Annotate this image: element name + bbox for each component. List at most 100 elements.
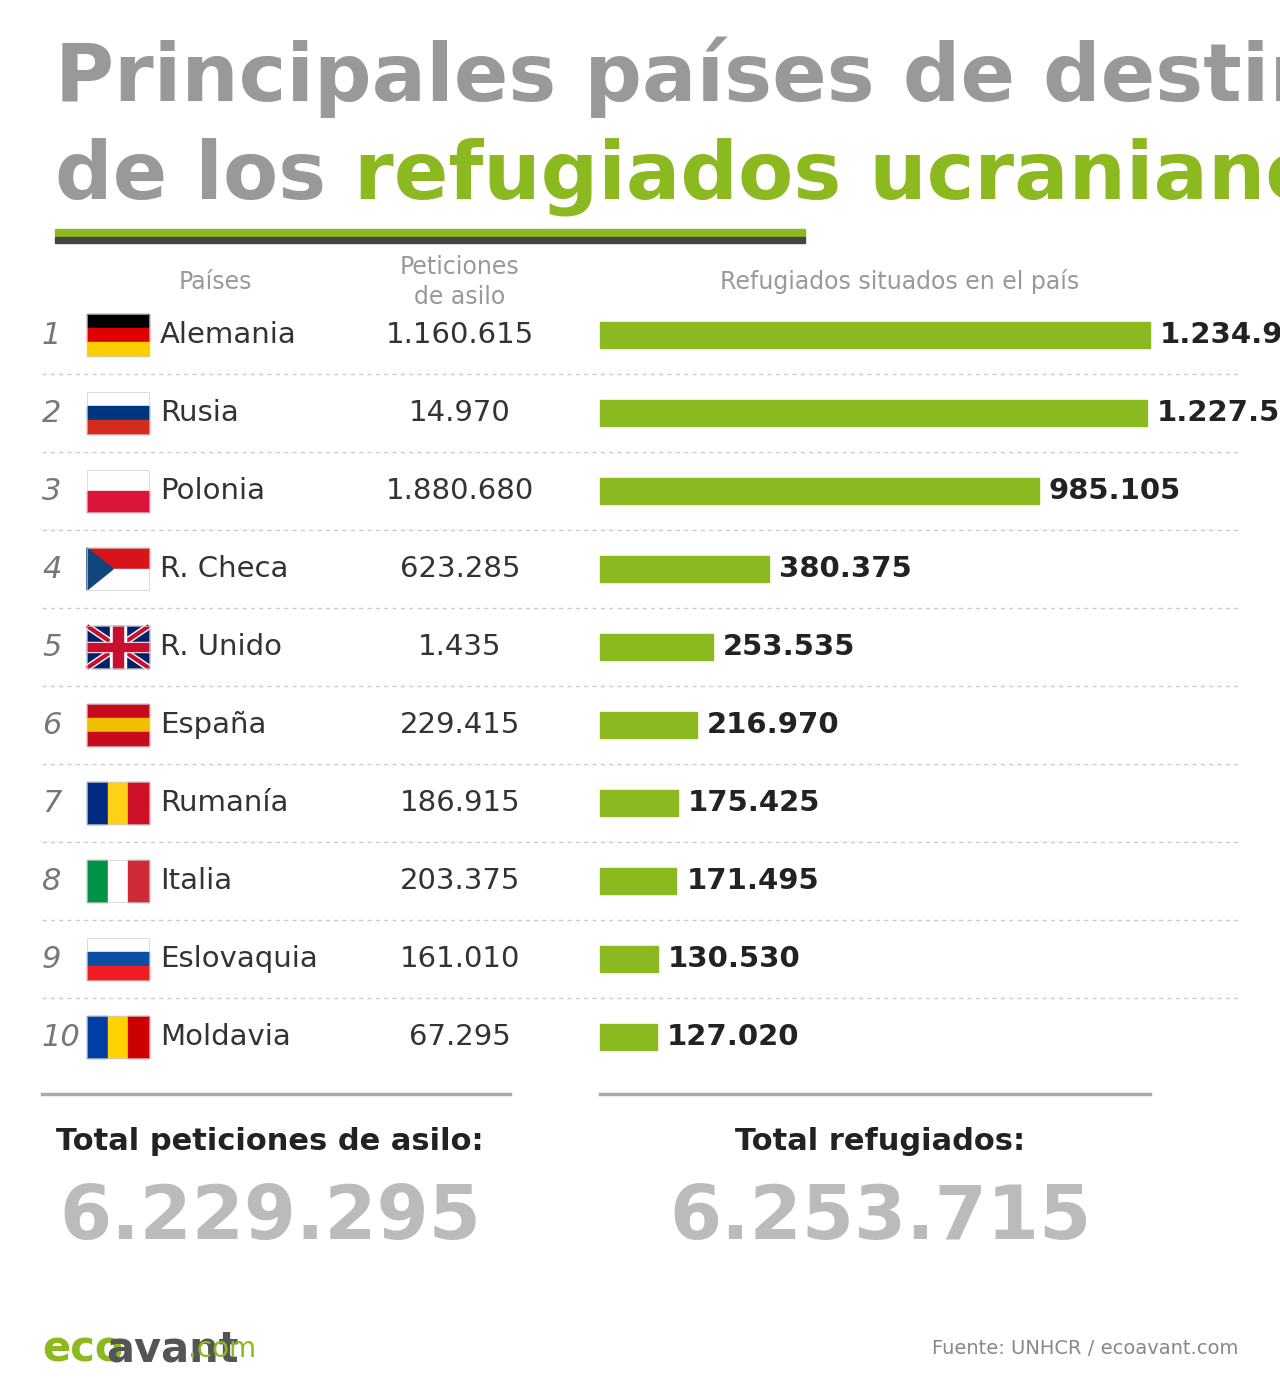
Text: 9: 9 bbox=[42, 945, 61, 974]
Bar bbox=[87, 782, 148, 824]
Bar bbox=[600, 634, 713, 660]
Text: 6: 6 bbox=[42, 710, 61, 739]
Text: 171.495: 171.495 bbox=[686, 867, 819, 895]
Bar bbox=[87, 951, 148, 965]
Text: 14.970: 14.970 bbox=[410, 399, 511, 427]
Bar bbox=[600, 399, 1147, 426]
Bar bbox=[87, 860, 148, 902]
Bar bbox=[113, 626, 123, 669]
Text: 6.253.715: 6.253.715 bbox=[669, 1183, 1091, 1255]
Text: 1: 1 bbox=[42, 320, 61, 350]
Text: 1.160.615: 1.160.615 bbox=[385, 320, 534, 350]
Text: 186.915: 186.915 bbox=[399, 789, 520, 817]
Text: 623.285: 623.285 bbox=[399, 555, 520, 583]
Bar bbox=[600, 868, 676, 895]
Bar bbox=[87, 393, 148, 434]
Text: 5: 5 bbox=[42, 632, 61, 662]
Bar bbox=[87, 705, 148, 746]
Text: Rumanía: Rumanía bbox=[160, 789, 288, 817]
Text: Alemania: Alemania bbox=[160, 320, 297, 350]
Text: 130.530: 130.530 bbox=[668, 945, 801, 974]
Text: Refugiados situados en el país: Refugiados situados en el país bbox=[721, 269, 1079, 294]
Text: 203.375: 203.375 bbox=[399, 867, 520, 895]
Text: eco: eco bbox=[42, 1327, 123, 1370]
Text: 67.295: 67.295 bbox=[410, 1024, 511, 1051]
Bar bbox=[87, 965, 148, 981]
Text: Rusia: Rusia bbox=[160, 399, 239, 427]
Bar bbox=[108, 782, 128, 824]
Text: R. Unido: R. Unido bbox=[160, 632, 282, 662]
Bar bbox=[128, 860, 148, 902]
Bar bbox=[87, 406, 148, 420]
Bar bbox=[55, 229, 805, 236]
Text: 1.435: 1.435 bbox=[419, 632, 502, 662]
Bar bbox=[87, 1017, 108, 1058]
Bar bbox=[87, 470, 148, 512]
Text: 3: 3 bbox=[42, 477, 61, 505]
Bar bbox=[55, 237, 805, 243]
Text: .com: .com bbox=[188, 1336, 256, 1363]
Bar bbox=[87, 313, 148, 327]
Bar bbox=[87, 548, 148, 569]
Text: Fuente: UNHCR / ecoavant.com: Fuente: UNHCR / ecoavant.com bbox=[932, 1340, 1238, 1358]
Text: 1.234.970: 1.234.970 bbox=[1160, 320, 1280, 350]
Bar bbox=[108, 1017, 128, 1058]
Text: 10: 10 bbox=[42, 1022, 81, 1051]
Bar bbox=[87, 313, 148, 356]
Bar bbox=[600, 1024, 657, 1050]
Text: 8: 8 bbox=[42, 867, 61, 896]
Text: 2: 2 bbox=[42, 398, 61, 427]
Bar bbox=[110, 626, 125, 669]
Text: Moldavia: Moldavia bbox=[160, 1024, 291, 1051]
Bar bbox=[87, 343, 148, 356]
Text: Total refugiados:: Total refugiados: bbox=[735, 1128, 1025, 1157]
Bar bbox=[87, 938, 148, 981]
Text: 380.375: 380.375 bbox=[780, 555, 913, 583]
Text: 1.880.680: 1.880.680 bbox=[385, 477, 534, 505]
Text: refugiados ucranianos: refugiados ucranianos bbox=[355, 137, 1280, 216]
Text: Total peticiones de asilo:: Total peticiones de asilo: bbox=[56, 1128, 484, 1157]
Bar bbox=[600, 946, 658, 972]
Bar bbox=[128, 782, 148, 824]
Bar bbox=[87, 327, 148, 343]
Bar bbox=[600, 791, 678, 816]
Text: R. Checa: R. Checa bbox=[160, 555, 288, 583]
Text: Italia: Italia bbox=[160, 867, 232, 895]
Text: 127.020: 127.020 bbox=[667, 1024, 799, 1051]
Bar bbox=[87, 626, 148, 669]
Text: Principales países de destino: Principales países de destino bbox=[55, 36, 1280, 118]
Bar bbox=[600, 556, 769, 583]
Text: 175.425: 175.425 bbox=[689, 789, 820, 817]
Text: 216.970: 216.970 bbox=[707, 712, 840, 739]
Bar bbox=[128, 1017, 148, 1058]
Bar bbox=[600, 322, 1149, 348]
Bar bbox=[87, 705, 148, 718]
Bar bbox=[87, 393, 148, 406]
Polygon shape bbox=[87, 548, 113, 589]
Text: Peticiones
de asilo: Peticiones de asilo bbox=[401, 255, 520, 309]
Bar bbox=[87, 626, 148, 669]
Text: 229.415: 229.415 bbox=[399, 712, 520, 739]
Text: 161.010: 161.010 bbox=[399, 945, 520, 974]
Bar bbox=[87, 644, 148, 651]
Text: 6.229.295: 6.229.295 bbox=[59, 1183, 481, 1255]
Bar bbox=[87, 548, 148, 589]
Text: 1.227.555: 1.227.555 bbox=[1157, 399, 1280, 427]
Bar bbox=[600, 479, 1039, 503]
Bar bbox=[87, 569, 148, 589]
Bar bbox=[87, 642, 148, 652]
Text: 4: 4 bbox=[42, 555, 61, 584]
Bar bbox=[87, 782, 108, 824]
Text: avant: avant bbox=[106, 1327, 238, 1370]
Bar bbox=[87, 1017, 148, 1058]
Bar bbox=[87, 732, 148, 746]
Text: de los: de los bbox=[55, 137, 355, 216]
Bar bbox=[87, 860, 108, 902]
Text: 253.535: 253.535 bbox=[723, 632, 855, 662]
Bar bbox=[87, 470, 148, 491]
Bar bbox=[87, 938, 148, 951]
Text: Polonia: Polonia bbox=[160, 477, 265, 505]
Bar bbox=[600, 712, 696, 738]
Text: Países: Países bbox=[178, 270, 252, 294]
Text: 985.105: 985.105 bbox=[1048, 477, 1181, 505]
